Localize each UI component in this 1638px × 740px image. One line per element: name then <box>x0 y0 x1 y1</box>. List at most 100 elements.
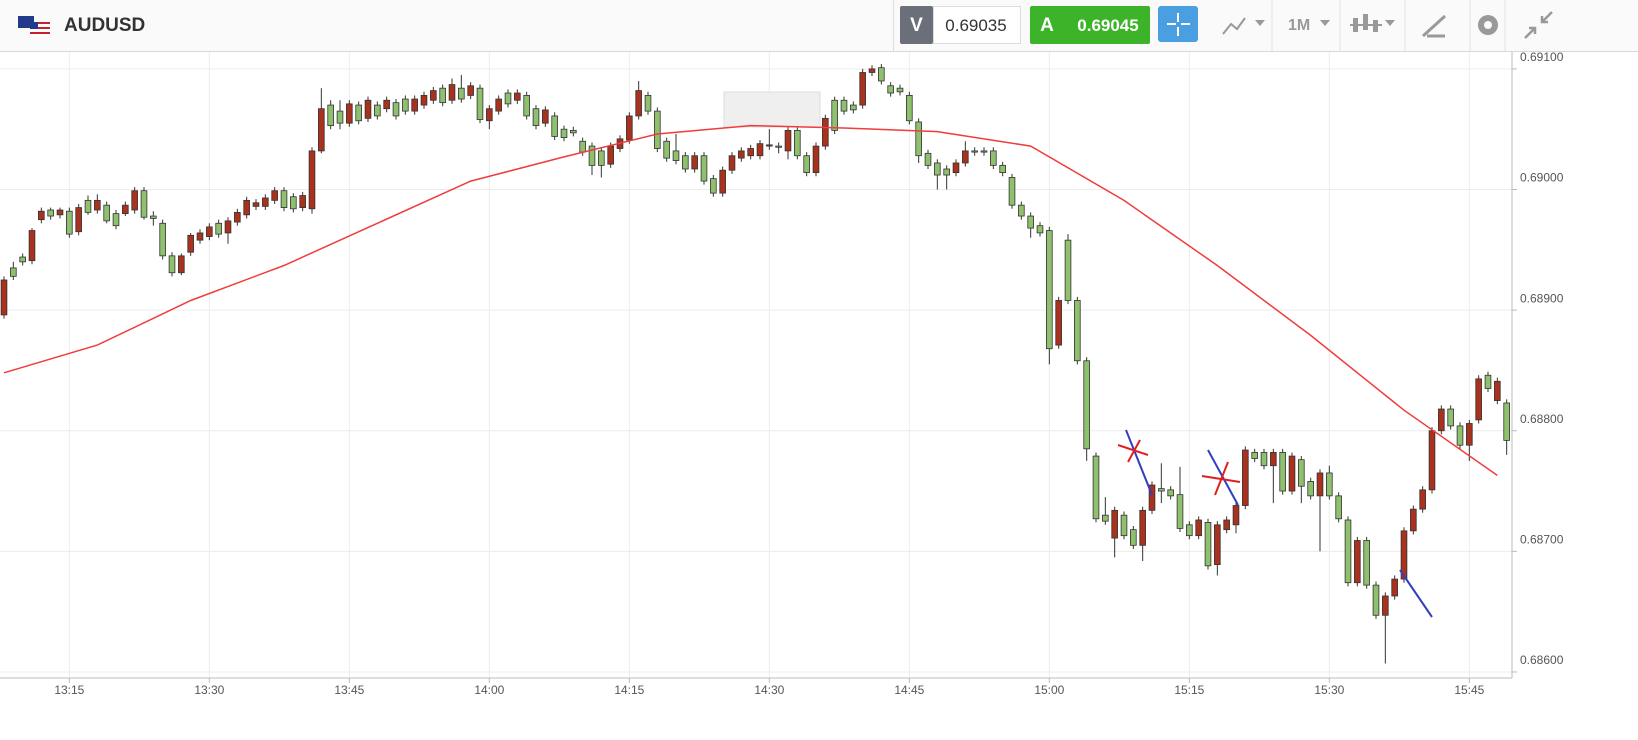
candle-body <box>504 92 512 105</box>
candle-body <box>644 95 652 112</box>
crosshair-button[interactable] <box>1158 6 1198 42</box>
candle-body <box>1288 455 1296 492</box>
candle-body <box>514 92 521 101</box>
candle-body <box>924 152 932 166</box>
grid <box>0 52 1517 683</box>
sell-button[interactable] <box>900 6 933 44</box>
candle-body <box>775 145 782 148</box>
cross-mark <box>1127 439 1141 463</box>
chart-type-icon[interactable] <box>1222 17 1246 35</box>
sell-price-box[interactable] <box>933 6 1021 44</box>
y-tick-label: 0.69100 <box>1520 52 1564 64</box>
sell-price[interactable]: 0.69035 <box>945 16 1007 35</box>
flag-icon <box>18 16 50 36</box>
candle-body <box>336 110 344 124</box>
x-tick-label: 14:45 <box>894 683 924 697</box>
candle-body <box>1428 430 1436 491</box>
cross-mark <box>1214 461 1229 496</box>
x-tick-label: 14:30 <box>754 683 784 697</box>
candle-body <box>850 104 857 111</box>
candle-body <box>962 150 969 164</box>
drawn-line <box>1207 449 1239 506</box>
y-tick-label: 0.69000 <box>1520 171 1564 185</box>
candle-body <box>94 199 101 211</box>
candle-body <box>1419 489 1426 510</box>
candle-body <box>1102 514 1109 522</box>
candle-body <box>1055 300 1062 346</box>
candle-body <box>355 104 362 122</box>
buy-button[interactable] <box>1030 6 1150 44</box>
candle-body <box>280 190 288 208</box>
candle-body <box>1456 425 1464 446</box>
candle-body <box>1270 452 1277 467</box>
candle-body <box>1092 455 1100 520</box>
candle-body <box>831 99 838 131</box>
candle-body <box>448 84 456 101</box>
candle-body <box>1018 204 1025 217</box>
y-tick-label: 0.68700 <box>1520 533 1564 547</box>
x-tick-label: 15:45 <box>1454 683 1484 697</box>
chart: 0.68600 0.68700 0.68800 0.68900 0.69000 0.691… <box>0 52 1564 697</box>
candle-body <box>420 95 428 106</box>
buy-label[interactable]: A <box>1040 15 1054 36</box>
annotations <box>1117 429 1433 618</box>
candle-body <box>971 150 978 153</box>
candle-body <box>178 255 185 274</box>
candle-body <box>588 145 596 166</box>
candle-body <box>1223 519 1230 531</box>
x-tick-label: 15:15 <box>1174 683 1204 697</box>
candle-body <box>896 87 904 93</box>
candle-body <box>411 98 418 112</box>
candle-body <box>1494 380 1501 401</box>
candle-body <box>215 222 222 235</box>
candle-body <box>364 99 372 119</box>
candle-body <box>1316 472 1324 497</box>
candle-body <box>1260 452 1268 467</box>
candle-body <box>738 150 745 159</box>
candle-body <box>150 215 157 219</box>
candle-body <box>1298 459 1305 487</box>
collapse-icon[interactable] <box>1524 11 1553 39</box>
candle-body <box>47 209 54 217</box>
candle-body <box>952 162 960 174</box>
candle-body <box>1372 584 1380 616</box>
candle-body <box>1064 239 1072 301</box>
candle-body <box>1148 484 1156 511</box>
x-tick-label: 14:15 <box>614 683 644 697</box>
candle-body <box>532 108 540 126</box>
candle-body <box>1307 480 1314 497</box>
candle-body <box>756 143 764 157</box>
candle-body <box>906 95 913 122</box>
candle-body <box>318 108 325 152</box>
candle-body <box>206 226 213 237</box>
candle-body <box>822 117 829 147</box>
timeframe[interactable]: 1M <box>1288 17 1311 34</box>
candle-body <box>1438 408 1445 432</box>
candle-body <box>234 212 241 223</box>
candle-body <box>1447 408 1454 427</box>
candle-body <box>1195 519 1202 537</box>
sell-label[interactable]: V <box>910 15 923 36</box>
candle-body <box>598 150 605 166</box>
candle-body <box>38 210 45 221</box>
candle-body <box>579 140 586 153</box>
candle-body <box>392 102 400 117</box>
candle-body <box>1046 230 1053 350</box>
candle-body <box>262 197 269 207</box>
draw-icon[interactable] <box>1421 14 1447 38</box>
candle-body <box>159 222 166 257</box>
candle-body <box>10 267 17 277</box>
candle-body <box>187 234 194 253</box>
candle-body <box>1279 452 1286 492</box>
candle-body <box>1391 578 1398 597</box>
candle-body <box>476 87 484 120</box>
candle-body <box>1008 177 1016 206</box>
buy-price[interactable]: 0.69045 <box>1077 16 1139 35</box>
candle-body <box>1232 505 1240 526</box>
candle-body <box>1400 530 1408 580</box>
candle-body <box>1344 519 1352 584</box>
candle-body <box>374 104 381 117</box>
candle-icon[interactable] <box>1350 14 1382 32</box>
candle-body <box>28 230 36 262</box>
